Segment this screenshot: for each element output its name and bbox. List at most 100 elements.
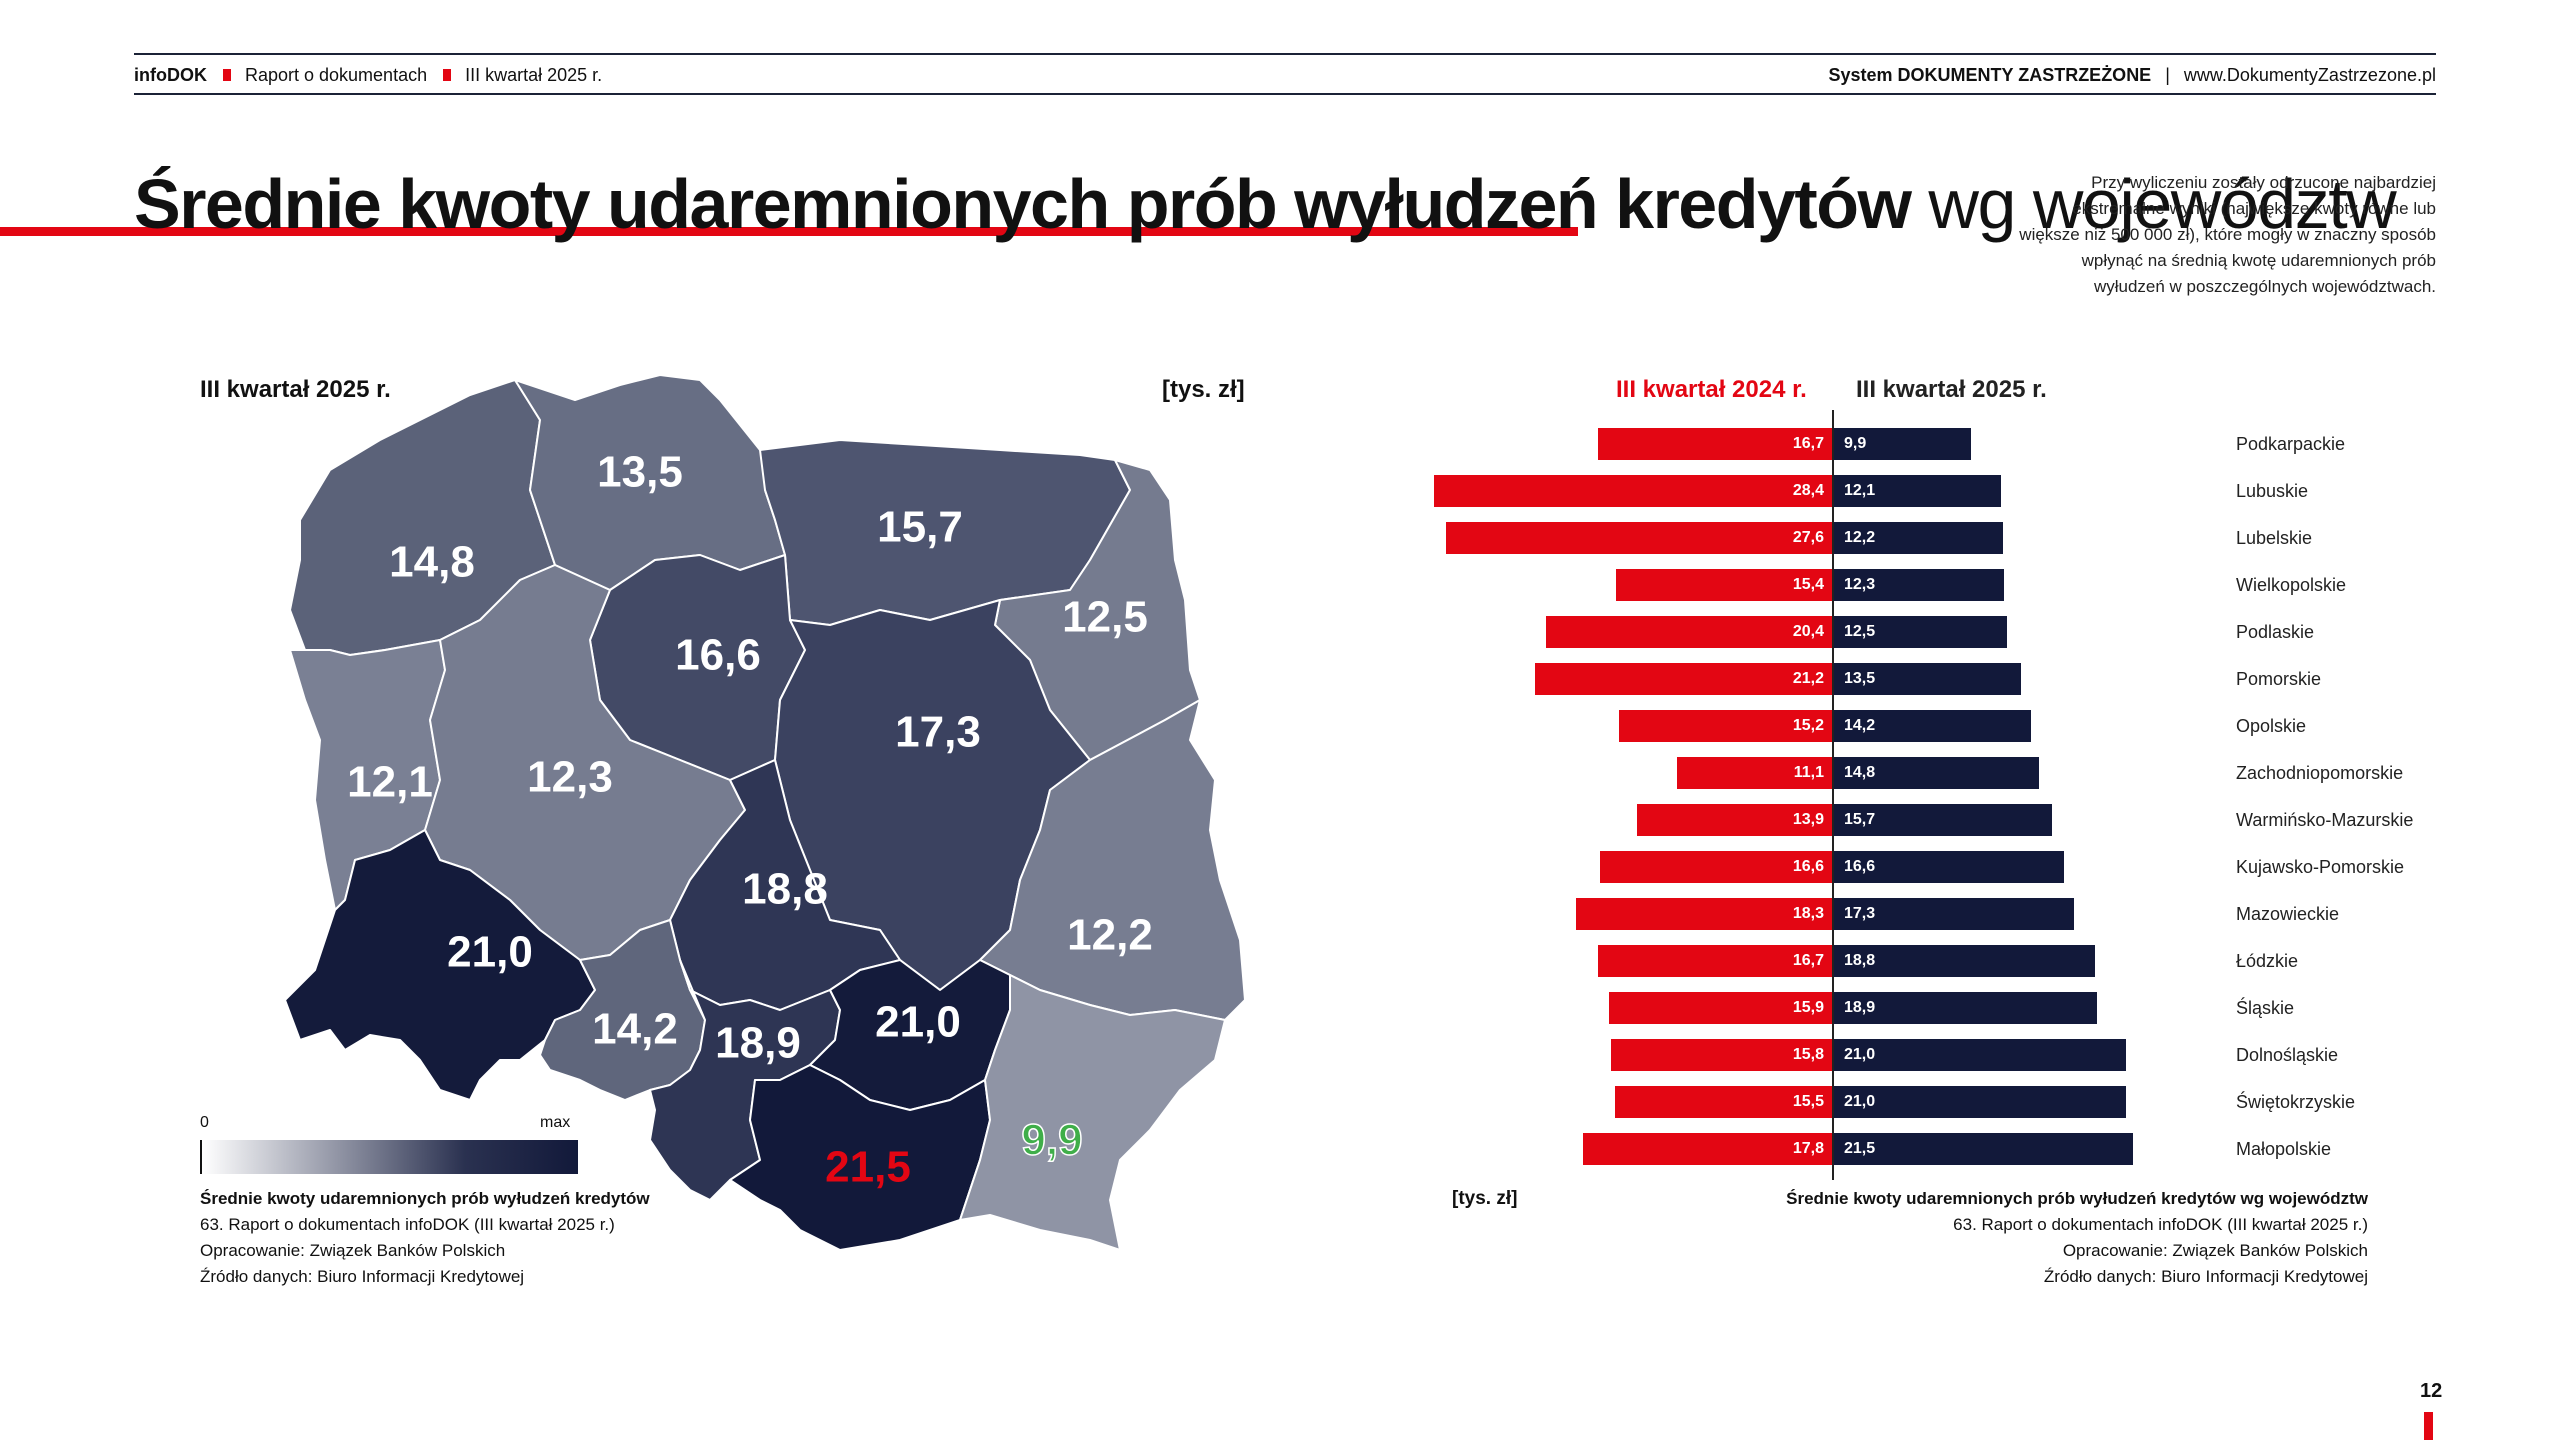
- page-number-marker: [2424, 1412, 2433, 1440]
- region-value-podkarpackie: 9,9: [1021, 1116, 1082, 1165]
- bar-2024-pomorskie: [1535, 663, 1832, 695]
- bar-2025-kujawsko-pomorskie: [1832, 851, 2064, 883]
- bar-label-2025-opolskie: 14,2: [1844, 717, 1876, 734]
- header-system: System DOKUMENTY ZASTRZEŻONE: [1828, 65, 2152, 85]
- title-accent-bar: [0, 227, 1578, 236]
- bar-2025-warminsko-mazurskie: [1832, 804, 2052, 836]
- region-value-swietokrzyskie: 21,0: [875, 998, 961, 1047]
- header-separator: |: [2165, 65, 2170, 85]
- region-value-podlaskie: 12,5: [1062, 593, 1148, 642]
- bar-label-2024-zachodniopomorskie: 11,1: [1793, 764, 1824, 781]
- page-title-light: wg województw: [1928, 165, 2396, 243]
- bar-2024-slaskie: [1609, 992, 1832, 1024]
- bar-label-2025-warminsko-mazurskie: 15,7: [1844, 811, 1876, 828]
- category-label-opolskie: Opolskie: [2236, 716, 2307, 736]
- map-caption-line3: Źródło danych: Biuro Informacji Kredytow…: [200, 1267, 525, 1286]
- bar-label-2024-lubuskie: 28,4: [1792, 482, 1824, 499]
- bar-label-2024-mazowieckie: 18,3: [1792, 905, 1824, 922]
- bar-label-2024-podlaskie: 20,4: [1792, 623, 1824, 640]
- region-value-lubuskie: 12,1: [347, 758, 433, 807]
- category-label-pomorskie: Pomorskie: [2236, 669, 2322, 689]
- bar-label-2024-dolnoslaskie: 15,8: [1792, 1046, 1824, 1063]
- header-url[interactable]: www.DokumentyZastrzezone.pl: [2183, 65, 2436, 85]
- bar-2024-opolskie: [1619, 710, 1832, 742]
- region-value-pomorskie: 13,5: [597, 448, 683, 497]
- map-legend-min: 0: [200, 1114, 209, 1131]
- category-label-wielkopolskie: Wielkopolskie: [2236, 575, 2347, 595]
- category-label-kujawsko-pomorskie: Kujawsko-Pomorskie: [2236, 857, 2405, 877]
- region-dolnoslaskie: [284, 829, 596, 1101]
- map-period-label: III kwartał 2025 r.: [200, 376, 391, 403]
- category-label-mazowieckie: Mazowieckie: [2236, 904, 2340, 924]
- bar-2024-lodzkie: [1598, 945, 1832, 977]
- bar-2024-lubelskie: [1446, 522, 1832, 554]
- bar-label-2025-dolnoslaskie: 21,0: [1844, 1046, 1876, 1063]
- region-value-slaskie: 18,9: [715, 1019, 801, 1068]
- bar-2024-zachodniopomorskie: [1677, 757, 1832, 789]
- category-label-podkarpackie: Podkarpackie: [2236, 434, 2346, 454]
- page-title: Średnie kwoty udaremnionych prób wyłudze…: [134, 162, 2397, 246]
- region-value-malopolskie: 21,5: [825, 1143, 911, 1192]
- bar-label-2025-malopolskie: 21,5: [1844, 1140, 1876, 1157]
- header-bottom-rule: [134, 93, 2436, 95]
- region-value-kujawsko-pomorskie: 16,6: [675, 631, 761, 680]
- header-top-rule: [134, 53, 2436, 55]
- bar-label-2024-warminsko-mazurskie: 13,9: [1792, 811, 1824, 828]
- bar-2024-podkarpackie: [1598, 428, 1832, 460]
- region-malopolskie: [729, 1064, 991, 1251]
- bar-2025-wielkopolskie: [1832, 569, 2004, 601]
- chart-center-axis: [1832, 410, 1834, 1180]
- region-value-mazowieckie: 17,3: [895, 708, 981, 757]
- bar-label-2025-wielkopolskie: 12,3: [1844, 576, 1876, 593]
- bar-2025-malopolskie: [1832, 1133, 2133, 1165]
- map-caption-line2: Opracowanie: Związek Banków Polskich: [200, 1241, 506, 1260]
- bar-2024-lubuskie: [1434, 475, 1832, 507]
- bar-2024-podlaskie: [1546, 616, 1832, 648]
- region-value-wielkopolskie: 12,3: [527, 753, 613, 802]
- category-label-lubuskie: Lubuskie: [2236, 481, 2309, 501]
- map-caption: Średnie kwoty udaremnionych prób wyłudze…: [200, 1186, 650, 1290]
- red-square-icon: [443, 69, 452, 81]
- bar-label-2025-slaskie: 18,9: [1844, 999, 1876, 1016]
- chart-caption-title: Średnie kwoty udaremnionych prób wyłudze…: [1786, 1189, 2368, 1208]
- bar-label-2024-swietokrzyskie: 15,5: [1792, 1093, 1824, 1110]
- bar-2024-wielkopolskie: [1616, 569, 1832, 601]
- region-value-lodzkie: 18,8: [742, 865, 828, 914]
- category-label-podlaskie: Podlaskie: [2236, 622, 2315, 642]
- bar-label-2024-wielkopolskie: 15,4: [1792, 576, 1824, 593]
- bar-2025-lodzkie: [1832, 945, 2095, 977]
- bar-label-2024-lodzkie: 16,7: [1792, 952, 1824, 969]
- red-square-icon: [222, 69, 231, 81]
- header-right: System DOKUMENTY ZASTRZEŻONE | www.Dokum…: [1828, 60, 2436, 90]
- category-label-dolnoslaskie: Dolnośląskie: [2236, 1045, 2339, 1065]
- bar-2025-lubuskie: [1832, 475, 2001, 507]
- header-left: infoDOK Raport o dokumentach III kwartał…: [134, 60, 602, 90]
- bar-label-2025-kujawsko-pomorskie: 16,6: [1844, 858, 1876, 875]
- bar-label-2024-kujawsko-pomorskie: 16,6: [1792, 858, 1824, 875]
- region-value-zachodniopomorskie: 14,8: [389, 538, 475, 587]
- bar-2025-swietokrzyskie: [1832, 1086, 2126, 1118]
- bar-label-2024-slaskie: 15,9: [1792, 999, 1824, 1016]
- bar-2024-kujawsko-pomorskie: [1600, 851, 1832, 883]
- bar-2025-zachodniopomorskie: [1832, 757, 2039, 789]
- region-value-lubelskie: 12,2: [1067, 911, 1153, 960]
- bar-2024-dolnoslaskie: [1611, 1039, 1832, 1071]
- map-legend-gradient: [200, 1140, 578, 1174]
- bar-label-2025-lubelskie: 12,2: [1844, 529, 1876, 546]
- bar-label-2025-podkarpackie: 9,9: [1844, 435, 1867, 452]
- bar-label-2025-podlaskie: 12,5: [1844, 623, 1876, 640]
- map-unit-label: [tys. zł]: [1162, 376, 1245, 403]
- page-title-strong: Średnie kwoty udaremnionych prób wyłudze…: [134, 165, 1912, 243]
- header-quarter: III kwartał 2025 r.: [465, 65, 603, 85]
- chart-caption-line3: Źródło danych: Biuro Informacji Kredytow…: [2043, 1267, 2368, 1286]
- legend-series-2024: III kwartał 2024 r.: [1616, 376, 1807, 403]
- bar-label-2025-zachodniopomorskie: 14,8: [1844, 764, 1876, 781]
- bar-2024-warminsko-mazurskie: [1637, 804, 1832, 836]
- region-value-warminsko-mazurskie: 15,7: [877, 503, 963, 552]
- bar-label-2025-lodzkie: 18,8: [1844, 952, 1876, 969]
- bar-2024-malopolskie: [1583, 1133, 1832, 1165]
- legend-series-2025: III kwartał 2025 r.: [1856, 376, 2047, 403]
- bar-label-2025-lubuskie: 12,1: [1844, 482, 1876, 499]
- header-brand: infoDOK: [134, 65, 207, 85]
